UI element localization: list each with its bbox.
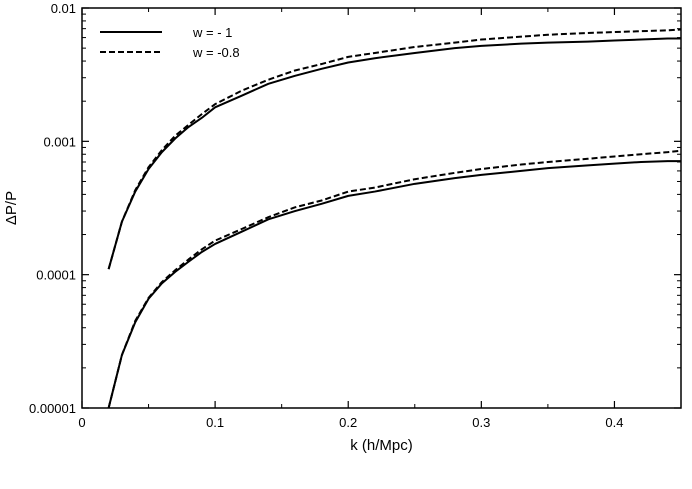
y-tick-label: 0.00001 bbox=[29, 401, 76, 416]
series-line-4 bbox=[107, 149, 682, 409]
x-tick-label: 0.3 bbox=[472, 415, 490, 430]
legend-label: w = -0.8 bbox=[192, 45, 240, 60]
y-tick-label: 0.01 bbox=[51, 1, 76, 16]
x-tick-label: 0 bbox=[78, 415, 85, 430]
y-tick-label: 0.0001 bbox=[36, 268, 76, 283]
y-tick-label: 0.001 bbox=[43, 134, 76, 149]
plot-frame bbox=[81, 7, 682, 409]
x-tick-label: 0.2 bbox=[339, 415, 357, 430]
series-line-1 bbox=[107, 37, 681, 270]
x-axis-title: k (h/Mpc) bbox=[350, 437, 413, 454]
x-tick-label: 0.1 bbox=[206, 415, 224, 430]
y-axis-title: ΔP/P bbox=[3, 191, 20, 225]
axis-tick-labels: 0 0.1 0.2 0.3 0.4 0.00001 0.0001 0.001 0.01 bbox=[29, 1, 623, 430]
series-line-2 bbox=[107, 28, 682, 270]
series-layer bbox=[107, 28, 682, 409]
x-tick-label: 0.4 bbox=[605, 415, 623, 430]
plot-border bbox=[81, 7, 682, 409]
legend: w = - 1 w = -0.8 bbox=[100, 25, 240, 60]
legend-label: w = - 1 bbox=[192, 25, 232, 40]
